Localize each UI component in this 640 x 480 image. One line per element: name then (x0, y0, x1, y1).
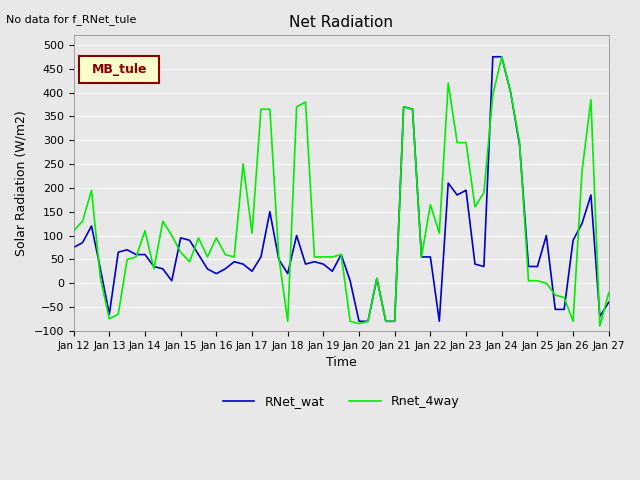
Y-axis label: Solar Radiation (W/m2): Solar Radiation (W/m2) (15, 110, 28, 256)
Text: MB_tule: MB_tule (92, 63, 147, 76)
RNet_wat (177, 235, 184, 241)
Text: No data for f_RNet_tule: No data for f_RNet_tule (6, 14, 137, 25)
RNet_wat (195, 252, 202, 257)
Rnet_4way (355, 321, 363, 326)
Line: Rnet_4way: Rnet_4way (74, 57, 609, 326)
Rnet_4way (498, 54, 506, 60)
Rnet_4way (195, 235, 202, 241)
RNet_wat (355, 318, 363, 324)
RNet_wat (364, 318, 372, 324)
RNet_wat (489, 54, 497, 60)
X-axis label: Time: Time (326, 356, 356, 369)
Rnet_4way (605, 290, 612, 296)
Legend: RNet_wat, Rnet_4way: RNet_wat, Rnet_4way (218, 390, 464, 413)
Title: Net Radiation: Net Radiation (289, 15, 393, 30)
FancyBboxPatch shape (79, 56, 159, 83)
Rnet_4way (543, 280, 550, 286)
RNet_wat (400, 104, 408, 110)
Rnet_4way (257, 107, 265, 112)
Rnet_4way (391, 318, 399, 324)
RNet_wat (257, 254, 265, 260)
Rnet_4way (596, 323, 604, 329)
RNet_wat (605, 300, 612, 305)
Line: RNet_wat: RNet_wat (74, 57, 609, 321)
RNet_wat (70, 244, 77, 250)
Rnet_4way (70, 228, 77, 234)
Rnet_4way (177, 249, 184, 255)
RNet_wat (552, 307, 559, 312)
